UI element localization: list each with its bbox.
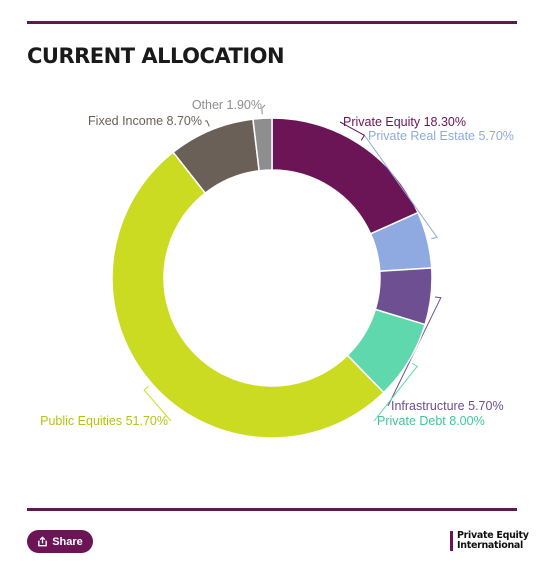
- share-label: Share: [52, 535, 83, 548]
- brand-line-1: Private Equity: [457, 530, 529, 541]
- data-label-public-equities: Public Equities 51.70%: [40, 414, 168, 428]
- leader-line: [364, 135, 438, 240]
- data-label-infrastructure: Infrastructure 5.70%: [391, 399, 504, 413]
- data-label-private-real-estate: Private Real Estate 5.70%: [368, 129, 514, 143]
- data-label-private-equity: Private Equity 18.30%: [343, 115, 466, 129]
- leader-line: [373, 362, 418, 422]
- brand-line-2: International: [457, 540, 523, 551]
- leader-line: [261, 104, 266, 115]
- leader-line: [339, 121, 366, 141]
- share-icon: [38, 536, 48, 547]
- top-rule: [27, 21, 517, 24]
- brand-logo: Private Equity International: [450, 531, 529, 551]
- slice-other[interactable]: [252, 117, 273, 172]
- leader-line: [204, 120, 210, 127]
- bottom-rule: [27, 508, 517, 511]
- data-label-fixed-income: Fixed Income 8.70%: [88, 114, 202, 128]
- share-button[interactable]: Share: [27, 530, 93, 553]
- data-label-private-debt: Private Debt 8.00%: [377, 414, 485, 428]
- slice-public-equities[interactable]: [111, 151, 385, 439]
- data-label-other: Other 1.90%: [192, 98, 262, 112]
- chart-title: CURRENT ALLOCATION: [27, 44, 285, 68]
- donut-chart: Private Equity 18.30%Private Real Estate…: [40, 98, 514, 439]
- leader-line: [143, 385, 172, 422]
- leader-line: [387, 296, 442, 407]
